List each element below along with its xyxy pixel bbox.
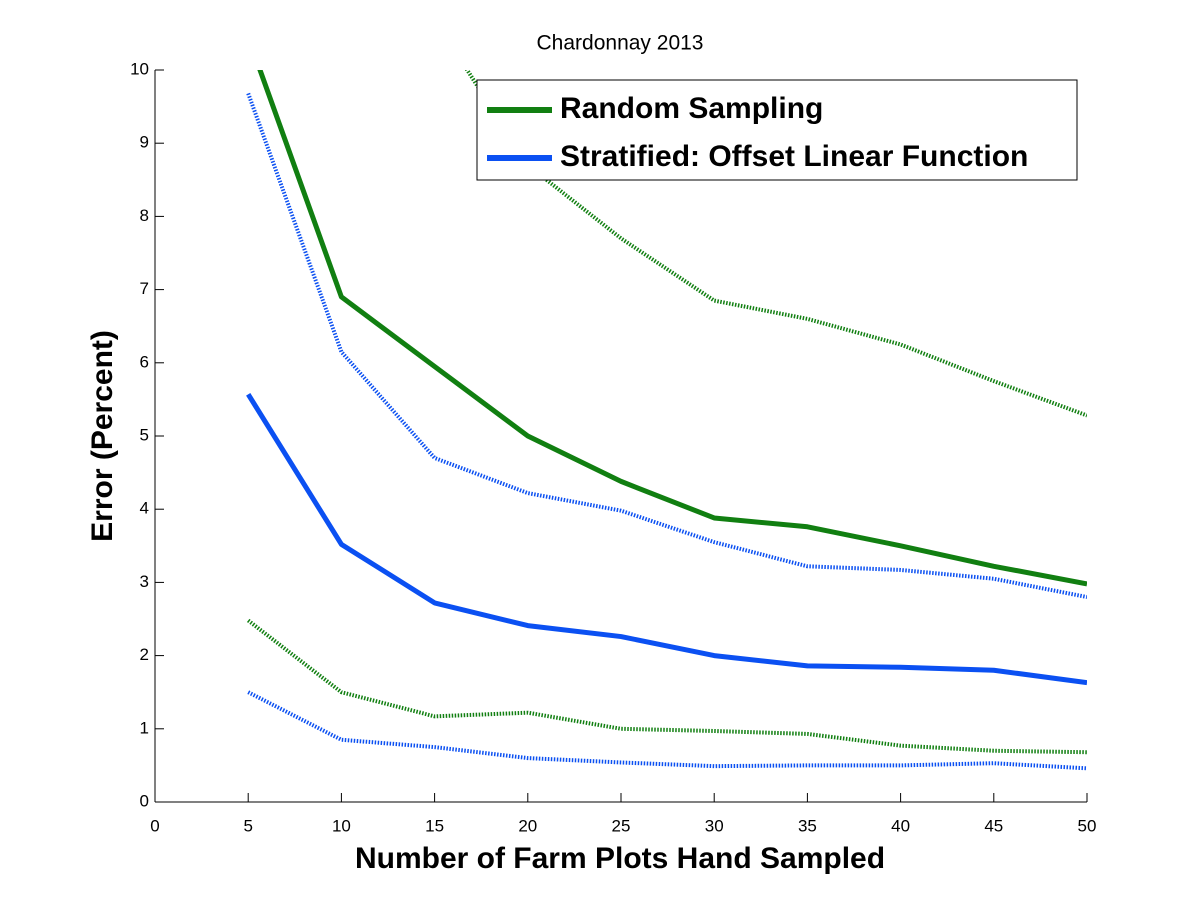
bound-line	[247, 690, 1087, 771]
x-tick-label: 25	[612, 816, 631, 835]
y-tick-label: 10	[130, 59, 149, 78]
series-line	[257, 70, 1087, 587]
y-tick-label: 8	[140, 206, 149, 225]
y-tick-label: 9	[140, 133, 149, 152]
plot-area	[246, 70, 1087, 771]
x-tick-label: 35	[798, 816, 817, 835]
y-tick-label: 1	[140, 718, 149, 737]
x-tick-label: 5	[243, 816, 252, 835]
y-tick-label: 7	[140, 279, 149, 298]
y-tick-label: 2	[140, 645, 149, 664]
y-axis-label: Error (Percent)	[86, 330, 119, 542]
x-tick-label: 30	[705, 816, 724, 835]
x-tick-label: 40	[891, 816, 910, 835]
x-tick-label: 50	[1078, 816, 1097, 835]
y-tick-label: 5	[140, 425, 149, 444]
legend: Random Sampling Stratified: Offset Linear…	[476, 79, 1078, 181]
y-tick-label: 3	[140, 572, 149, 591]
legend-box	[476, 79, 1078, 181]
x-tick-label: 15	[425, 816, 444, 835]
x-tick-label: 45	[984, 816, 1003, 835]
x-tick-label: 20	[518, 816, 537, 835]
legend-label: Stratified: Offset Linear Function	[560, 140, 1028, 173]
x-axis-label: Number of Farm Plots Hand Sampled	[355, 842, 885, 875]
y-tick-label: 6	[140, 352, 149, 371]
x-tick-label: 0	[150, 816, 159, 835]
bound-line	[464, 70, 1087, 418]
legend-label: Random Sampling	[560, 92, 823, 125]
series-line	[246, 392, 1087, 686]
bound-line	[246, 618, 1087, 755]
x-tick-label: 10	[332, 816, 351, 835]
chart-title: Chardonnay 2013	[537, 32, 704, 55]
bound-line	[246, 92, 1087, 600]
y-tick-label: 0	[140, 791, 149, 810]
y-tick-label: 4	[140, 499, 149, 518]
